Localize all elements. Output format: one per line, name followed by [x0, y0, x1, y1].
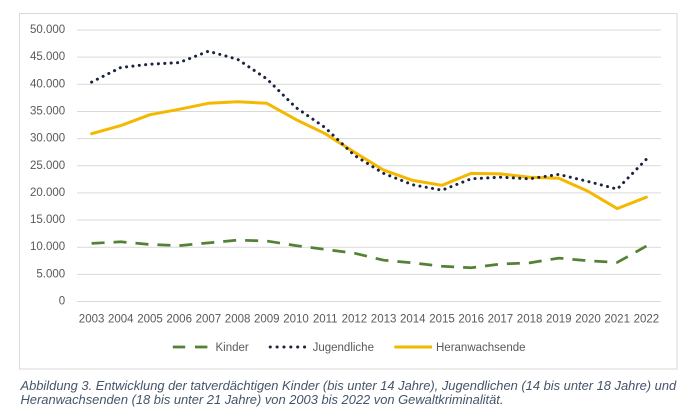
svg-text:2013: 2013	[371, 314, 397, 326]
svg-text:45.000: 45.000	[30, 51, 65, 63]
svg-text:Kinder: Kinder	[216, 342, 249, 354]
svg-text:2007: 2007	[196, 314, 222, 326]
svg-text:2010: 2010	[283, 314, 309, 326]
svg-text:Heranwachsenden (18 bis unter: Heranwachsenden (18 bis unter 21 Jahre) …	[21, 392, 504, 407]
svg-text:15.000: 15.000	[30, 214, 65, 226]
svg-text:2021: 2021	[604, 314, 630, 326]
svg-text:Jugendliche: Jugendliche	[313, 342, 374, 354]
svg-text:2011: 2011	[313, 314, 338, 326]
svg-text:30.000: 30.000	[30, 133, 65, 145]
svg-text:2012: 2012	[342, 314, 368, 326]
svg-text:10.000: 10.000	[30, 241, 65, 253]
svg-text:2017: 2017	[488, 314, 514, 326]
svg-text:40.000: 40.000	[30, 78, 65, 90]
svg-text:2004: 2004	[108, 314, 134, 326]
svg-text:2019: 2019	[546, 314, 572, 326]
svg-text:0: 0	[59, 296, 65, 308]
svg-text:2003: 2003	[79, 314, 105, 326]
svg-text:Abbildung 3. Entwicklung der t: Abbildung 3. Entwicklung der tatverdächt…	[20, 378, 678, 393]
svg-text:20.000: 20.000	[30, 187, 65, 199]
svg-text:Heranwachsende: Heranwachsende	[436, 342, 526, 354]
svg-text:2009: 2009	[254, 314, 280, 326]
svg-text:35.000: 35.000	[30, 105, 65, 117]
svg-text:2005: 2005	[137, 314, 163, 326]
svg-text:2020: 2020	[575, 314, 601, 326]
svg-text:2018: 2018	[517, 314, 543, 326]
svg-text:50.000: 50.000	[30, 24, 65, 36]
svg-text:5.000: 5.000	[36, 268, 65, 280]
svg-text:2022: 2022	[634, 314, 660, 326]
svg-text:2015: 2015	[429, 314, 455, 326]
svg-text:25.000: 25.000	[30, 160, 65, 172]
svg-text:2006: 2006	[166, 314, 192, 326]
svg-text:2008: 2008	[225, 314, 251, 326]
svg-text:2014: 2014	[400, 314, 426, 326]
svg-text:2016: 2016	[458, 314, 484, 326]
